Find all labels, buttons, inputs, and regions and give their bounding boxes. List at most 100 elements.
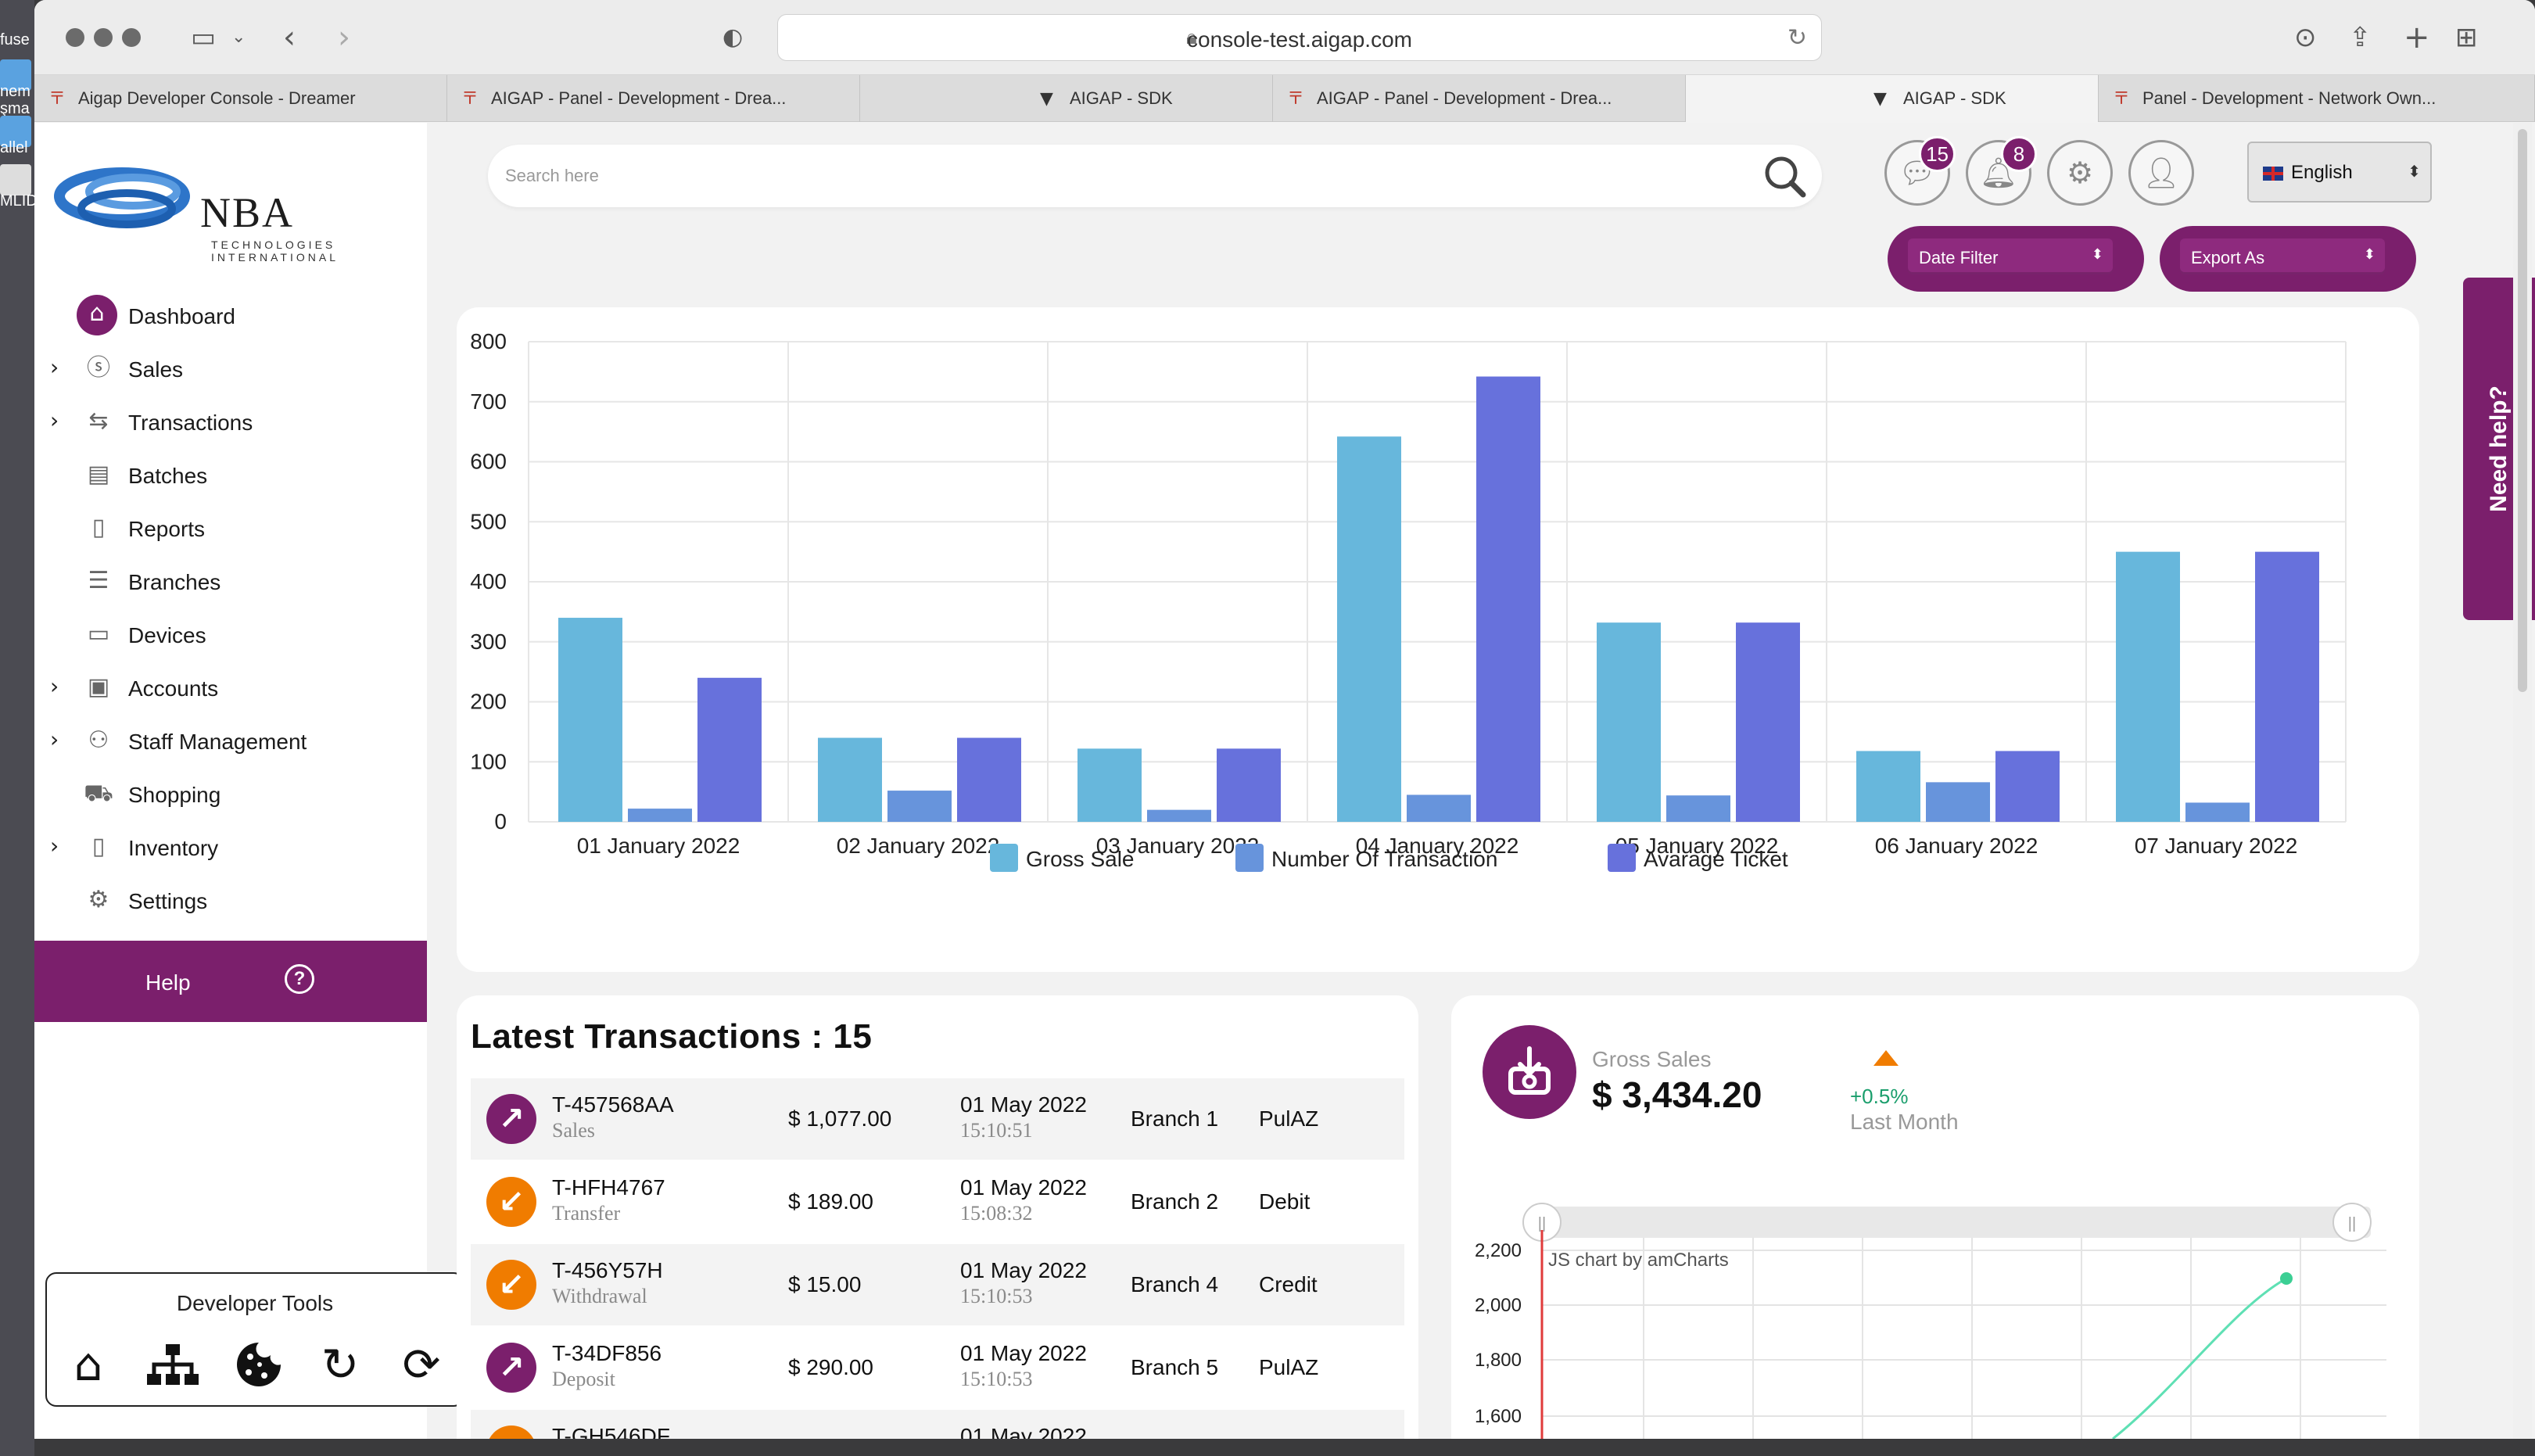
sidebar-item-settings[interactable]: ⚙ Settings: [34, 873, 427, 927]
help-button[interactable]: Help ?: [34, 941, 427, 1022]
folder-icon[interactable]: [0, 59, 31, 91]
sitemap-icon[interactable]: [145, 1339, 200, 1390]
notifications-button[interactable]: 🔔︎ 8: [1966, 136, 2037, 206]
bar[interactable]: [2255, 551, 2319, 822]
sidebar-item-label: Sales: [128, 357, 184, 382]
redo-icon[interactable]: ↻: [321, 1338, 360, 1391]
chevron-right-icon[interactable]: ›: [50, 833, 59, 859]
logo[interactable]: NBA TECHNOLOGIES INTERNATIONAL: [52, 146, 335, 264]
folder-icon[interactable]: [0, 116, 31, 147]
legend-swatch[interactable]: [990, 844, 1018, 872]
sidebar-item-staff-management[interactable]: › ⚇ Staff Management: [34, 714, 427, 767]
bar[interactable]: [1217, 748, 1281, 822]
chevron-right-icon[interactable]: ›: [50, 726, 59, 752]
gear-icon: ⚙: [2066, 156, 2094, 190]
messages-button[interactable]: 💬︎ 15: [1884, 136, 1956, 206]
scrollbar-handle[interactable]: [2332, 1203, 2372, 1242]
scroll-thumb[interactable]: [2518, 129, 2527, 692]
bar[interactable]: [1995, 751, 2060, 822]
legend-label[interactable]: Number Of Transaction: [1271, 847, 1497, 871]
legend-swatch[interactable]: [1608, 844, 1636, 872]
page-scrollbar[interactable]: [2513, 123, 2532, 1439]
transaction-row[interactable]: ↙ T-GH546DF 01 May 2022: [471, 1410, 1404, 1439]
transaction-row[interactable]: ↗ T-457568AA Sales $ 1,077.00 01 May 2022 15:…: [471, 1078, 1404, 1160]
browser-toolbar: ▭ ⌄ ‹ › ◐ 🔒︎ console-test.aigap.com ↻ ⊙ …: [34, 0, 2535, 75]
tab-active[interactable]: ▼ AIGAP - SDK: [1686, 75, 2099, 122]
sidebar-item-inventory[interactable]: › ▯ Inventory: [34, 820, 427, 873]
bar[interactable]: [1337, 436, 1401, 822]
sidebar-item-accounts[interactable]: › ▣ Accounts: [34, 661, 427, 714]
tab[interactable]: ▼ AIGAP - SDK: [860, 75, 1273, 122]
bar[interactable]: [1147, 809, 1211, 822]
sidebar-item-devices[interactable]: ▭ Devices: [34, 608, 427, 661]
trend-point[interactable]: [2280, 1272, 2293, 1285]
sidebar-toggle-icon[interactable]: ▭: [191, 22, 217, 53]
export-as-select[interactable]: Export As ⬍: [2180, 238, 2385, 274]
transaction-row[interactable]: ↗ T-34DF856 Deposit $ 290.00 01 May 2022 15:1…: [471, 1327, 1404, 1408]
sidebar-item-sales[interactable]: › ⓢ Sales: [34, 342, 427, 395]
forward-icon[interactable]: ›: [338, 20, 350, 56]
legend-label[interactable]: Gross Sale: [1026, 847, 1135, 871]
cookie-icon[interactable]: [231, 1339, 286, 1390]
sidebar-item-dashboard[interactable]: ⌂ Dashboard: [34, 289, 427, 342]
basket-icon: ⛟: [84, 780, 113, 807]
bar[interactable]: [1736, 622, 1800, 822]
settings-button[interactable]: ⚙: [2047, 140, 2113, 206]
bar[interactable]: [887, 791, 952, 822]
chevron-right-icon[interactable]: ›: [50, 407, 59, 433]
tab[interactable]: 〒 AIGAP - Panel - Development - Drea...: [1273, 75, 1686, 122]
zoom-window-button[interactable]: [122, 28, 141, 47]
minimize-window-button[interactable]: [94, 28, 113, 47]
share-icon[interactable]: ⇪: [2349, 22, 2372, 53]
address-bar[interactable]: 🔒︎ console-test.aigap.com ↻: [777, 14, 1822, 61]
download-icon[interactable]: ⊙: [2294, 22, 2317, 53]
back-icon[interactable]: ‹: [283, 20, 296, 56]
tab[interactable]: 〒 Aigap Developer Console - Dreamer: [34, 75, 447, 122]
bar[interactable]: [1407, 794, 1471, 822]
legend-label[interactable]: Avarage Ticket: [1644, 847, 1788, 871]
bar[interactable]: [1666, 795, 1730, 822]
sync-icon[interactable]: ⟳: [402, 1338, 441, 1391]
bar[interactable]: [2185, 802, 2250, 822]
privacy-shield-icon[interactable]: ◐: [722, 23, 744, 51]
bar[interactable]: [1077, 748, 1142, 822]
home-icon[interactable]: ⌂: [74, 1338, 103, 1391]
bar[interactable]: [818, 737, 882, 822]
bar[interactable]: [1476, 376, 1540, 822]
sidebar-item-shopping[interactable]: ⛟ Shopping: [34, 767, 427, 820]
sidebar-item-branches[interactable]: ☰ Branches: [34, 554, 427, 608]
new-tab-icon[interactable]: +: [2404, 20, 2430, 56]
bar[interactable]: [957, 737, 1021, 822]
bar[interactable]: [1597, 622, 1661, 822]
file-icon[interactable]: [0, 164, 31, 195]
sidebar-item-transactions[interactable]: › ⇆ Transactions: [34, 395, 427, 448]
sidebar-item-batches[interactable]: ▤ Batches: [34, 448, 427, 501]
bar[interactable]: [697, 677, 762, 822]
tab-overview-icon[interactable]: ⊞: [2455, 22, 2478, 53]
bar[interactable]: [628, 809, 692, 822]
profile-button[interactable]: 👤︎: [2128, 140, 2194, 206]
tab[interactable]: 〒 AIGAP - Panel - Development - Drea...: [447, 75, 860, 122]
transaction-row[interactable]: ↙ T-456Y57H Withdrawal $ 15.00 01 May 2022 15…: [471, 1244, 1404, 1325]
bar[interactable]: [1856, 751, 1920, 822]
search-icon[interactable]: [1758, 149, 1811, 203]
tab[interactable]: 〒 Panel - Development - Network Own...: [2099, 75, 2535, 122]
language-select[interactable]: English ⬍: [2247, 142, 2432, 203]
chevron-right-icon[interactable]: ›: [50, 673, 59, 699]
bar[interactable]: [558, 618, 622, 822]
search-input[interactable]: [505, 162, 1678, 190]
user-icon: 👤︎: [2142, 156, 2181, 190]
gross-sales-change: +0.5%: [1850, 1085, 1909, 1108]
reload-icon[interactable]: ↻: [1787, 24, 1807, 52]
chart-scrollbar[interactable]: [1542, 1207, 2371, 1238]
sidebar-item-reports[interactable]: ▯ Reports: [34, 501, 427, 554]
chevron-right-icon[interactable]: ›: [50, 354, 59, 380]
transaction-row[interactable]: ↙ T-HFH4767 Transfer $ 189.00 01 May 2022 15:…: [471, 1161, 1404, 1243]
chevron-down-icon[interactable]: ⌄: [231, 27, 246, 47]
notifications-badge: 8: [2001, 136, 2037, 172]
date-filter-select[interactable]: Date Filter ⬍: [1908, 238, 2113, 274]
legend-swatch[interactable]: [1235, 844, 1264, 872]
bar[interactable]: [2116, 551, 2180, 822]
bar[interactable]: [1926, 782, 1990, 822]
close-window-button[interactable]: [66, 28, 84, 47]
